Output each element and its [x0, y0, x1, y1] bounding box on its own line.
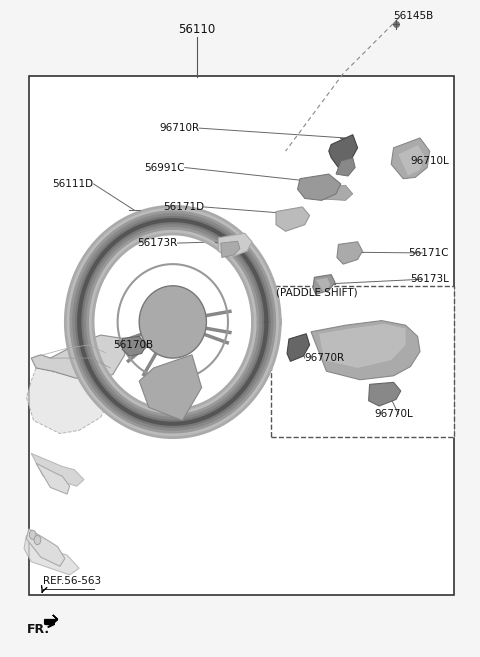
Text: 96770L: 96770L	[374, 409, 413, 419]
Polygon shape	[310, 185, 353, 200]
Polygon shape	[337, 242, 362, 264]
Polygon shape	[316, 278, 330, 292]
Polygon shape	[36, 463, 70, 494]
Polygon shape	[26, 368, 110, 434]
Text: 56170B: 56170B	[113, 340, 154, 350]
Text: 56171D: 56171D	[163, 202, 204, 212]
Polygon shape	[313, 275, 335, 294]
Polygon shape	[31, 335, 125, 381]
Polygon shape	[26, 529, 65, 566]
Text: 96770R: 96770R	[305, 353, 345, 363]
Polygon shape	[287, 334, 310, 361]
Text: REF.56-563: REF.56-563	[43, 576, 101, 587]
Circle shape	[29, 530, 36, 539]
Bar	[271, 286, 454, 437]
Polygon shape	[139, 355, 202, 420]
Text: (PADDLE SHIFT): (PADDLE SHIFT)	[276, 287, 358, 298]
Polygon shape	[221, 241, 240, 258]
Text: 56173R: 56173R	[137, 238, 178, 248]
Text: 96710R: 96710R	[159, 123, 199, 133]
Polygon shape	[45, 615, 58, 624]
Text: 56991C: 56991C	[144, 162, 185, 173]
Polygon shape	[139, 286, 206, 358]
Polygon shape	[336, 158, 355, 176]
Polygon shape	[311, 321, 420, 380]
Polygon shape	[276, 207, 310, 231]
Polygon shape	[218, 233, 252, 258]
Polygon shape	[319, 324, 406, 368]
Polygon shape	[298, 174, 341, 200]
Text: 56145B: 56145B	[394, 11, 434, 22]
Polygon shape	[31, 453, 84, 486]
Polygon shape	[24, 535, 79, 575]
Polygon shape	[329, 135, 358, 168]
Text: 56171C: 56171C	[408, 248, 449, 258]
Polygon shape	[122, 336, 146, 356]
Text: 96710L: 96710L	[410, 156, 449, 166]
Bar	[29, 76, 454, 595]
Polygon shape	[398, 145, 425, 175]
Text: 56111D: 56111D	[52, 179, 94, 189]
Text: 56110: 56110	[178, 23, 216, 36]
Circle shape	[34, 535, 41, 545]
Text: 56173L: 56173L	[410, 274, 449, 284]
Polygon shape	[369, 382, 401, 406]
Polygon shape	[391, 138, 430, 179]
Text: FR.: FR.	[26, 623, 49, 636]
